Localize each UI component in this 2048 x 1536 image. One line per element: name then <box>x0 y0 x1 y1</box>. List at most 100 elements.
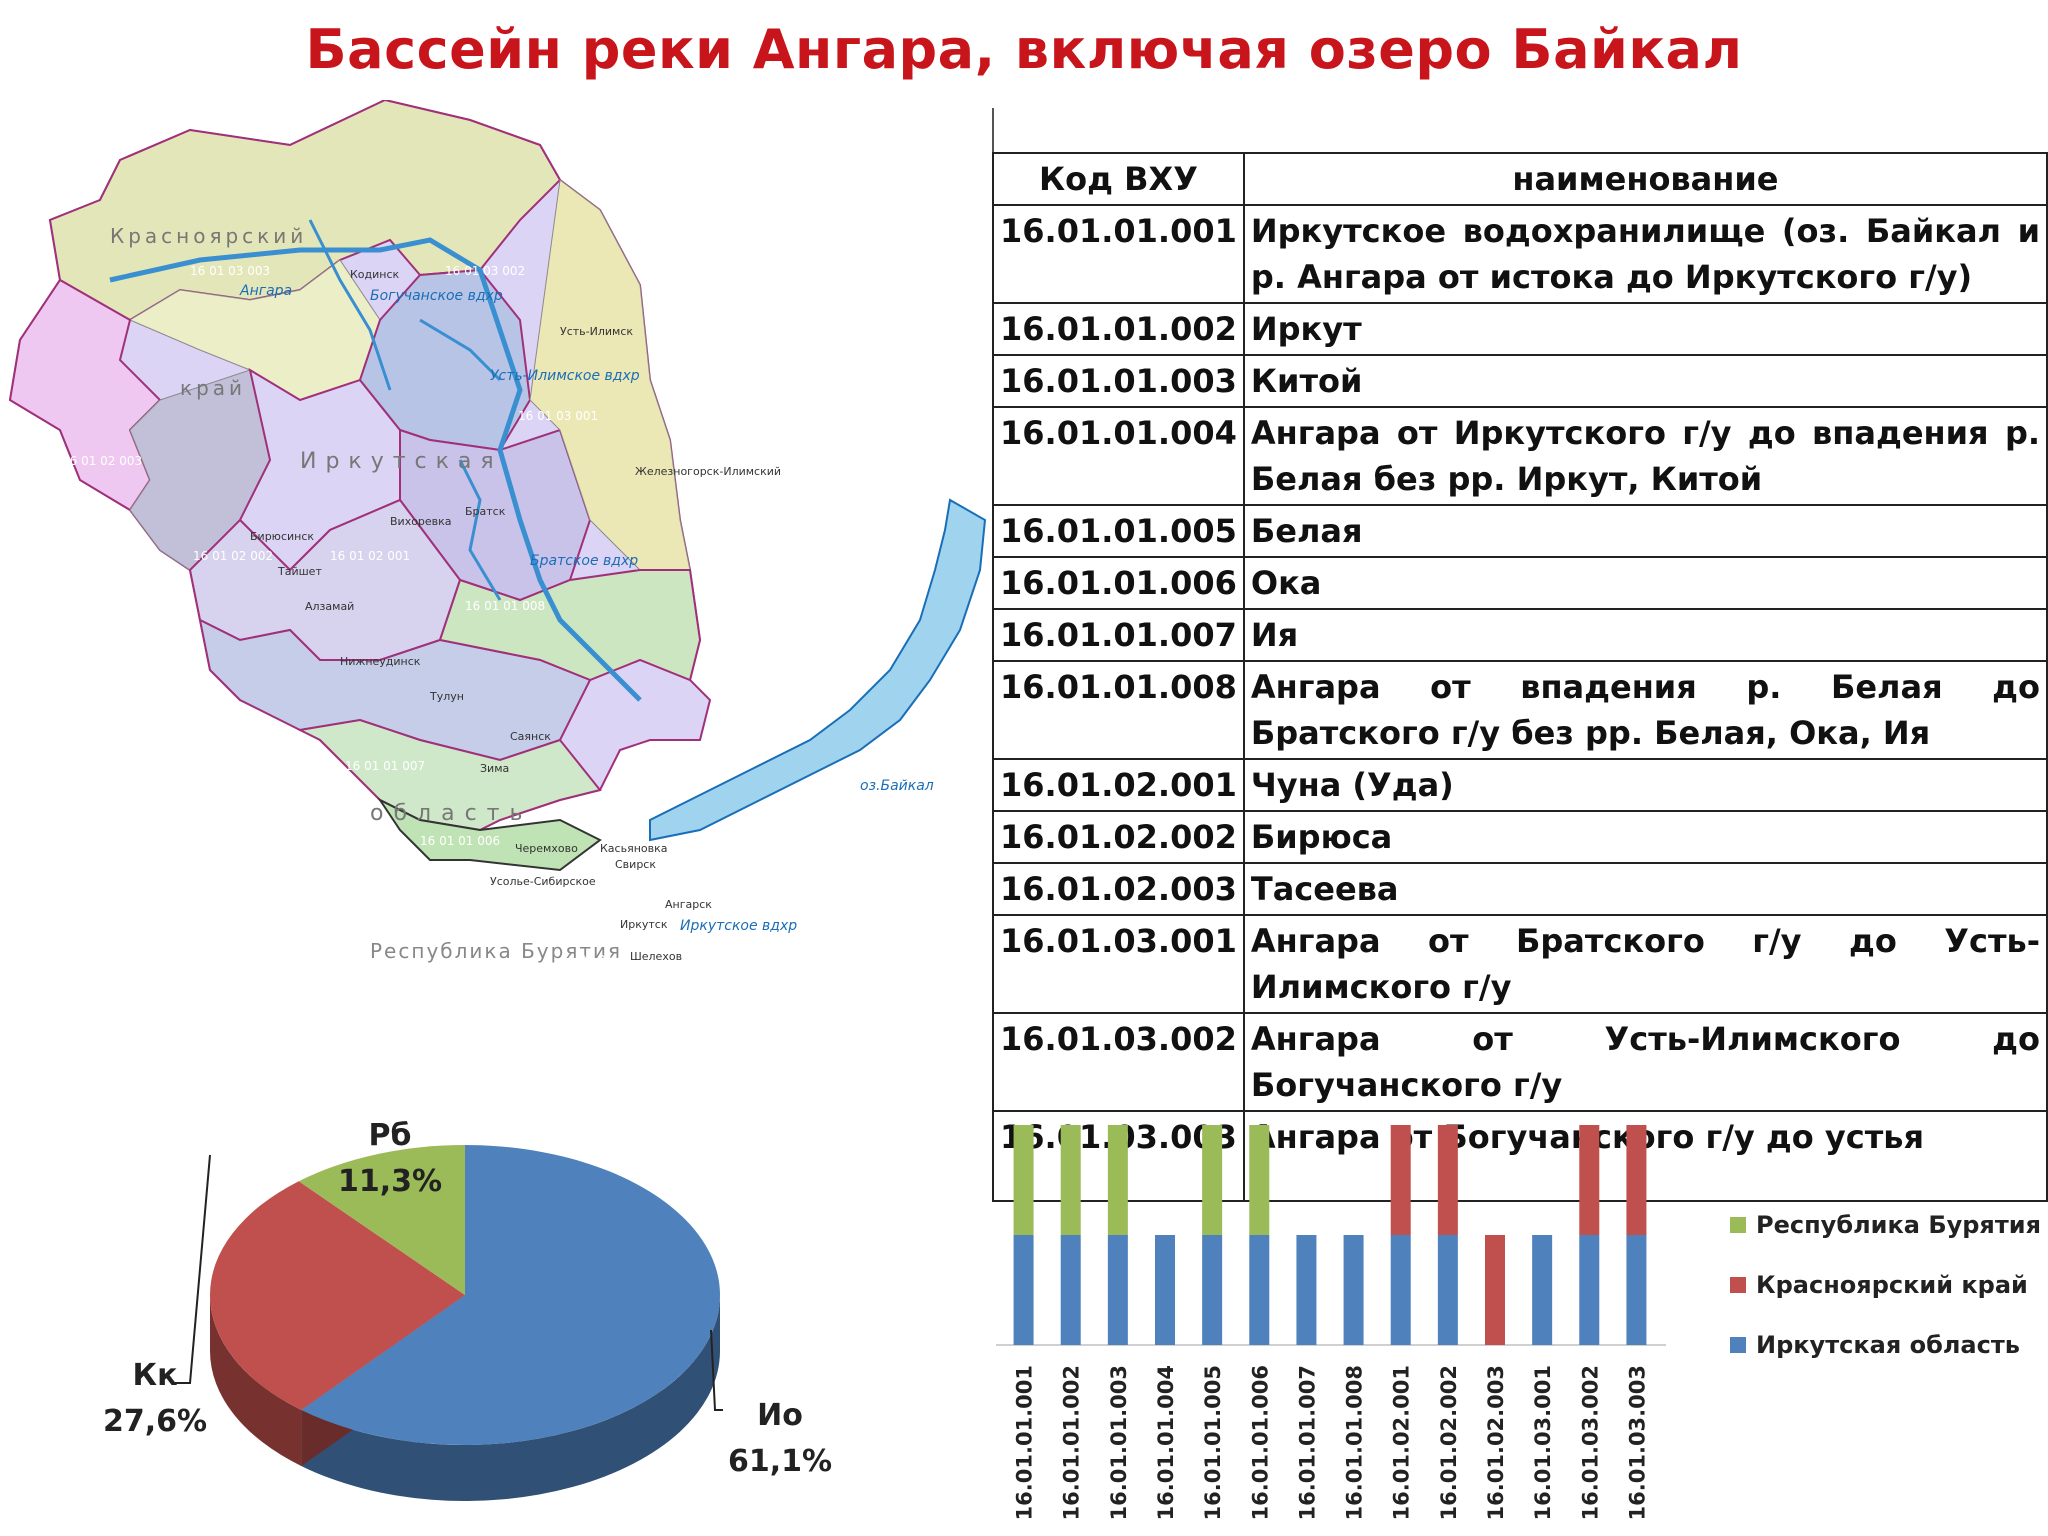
bar-tick-label: 16.01.03.002 <box>1578 1365 1602 1520</box>
table-header-row: Код ВХУ наименование <box>992 152 2048 206</box>
map-code-label: 16 01 02 003 <box>62 454 142 468</box>
bar-segment <box>1390 1235 1411 1345</box>
pie-slice-0 <box>301 1145 720 1445</box>
page-title: Бассейн реки Ангара, включая озеро Байка… <box>305 18 1743 81</box>
legend-swatch <box>1730 1277 1746 1293</box>
map-water-label: Усть-Илимское вдхр <box>490 368 640 384</box>
basin-map: Красноярский край Иркутская область Респ… <box>8 100 987 999</box>
map-code-label: 16 01 01 001 <box>715 961 795 975</box>
map-city: Тулун <box>429 690 464 703</box>
map-water-label: Иркутское вдхр <box>680 918 797 934</box>
table-row: 16.01.03.001 Ангара от Братского г/у до У… <box>992 914 2048 1014</box>
pie-value-0: 61,1% <box>728 1444 832 1479</box>
map-code-label: 16 01 01 003 <box>560 953 640 967</box>
cell-code: 16.01.01.003 <box>992 354 1245 408</box>
cell-name: Бирюса <box>1242 810 2048 864</box>
map-water-label: Братское вдхр <box>530 553 638 569</box>
map-code-labels: 16 01 03 003 16 01 03 002 16 01 03 001 1… <box>62 264 795 999</box>
bar-segment <box>1485 1235 1505 1345</box>
table-row: 16.01.02.001 Чуна (Уда) <box>992 758 2048 812</box>
cell-code: 16.01.01.006 <box>992 556 1245 610</box>
map-code-label: 16 01 03 002 <box>445 264 525 278</box>
bar-segment <box>1579 1125 1600 1235</box>
map-water-label: Ангара <box>239 283 292 299</box>
bar-segment <box>1107 1125 1128 1235</box>
bar-tick-label: 16.01.01.001 <box>1013 1365 1037 1520</box>
tributary-1 <box>308 219 392 391</box>
legend-swatch <box>1730 1337 1746 1353</box>
bar-tick-label: 16.01.03.001 <box>1531 1365 1555 1520</box>
table-row: 16.01.01.003 Китой <box>992 354 2048 408</box>
bar-segment <box>1437 1235 1458 1345</box>
map-code-label: 16 01 01 002 <box>545 985 625 999</box>
bar-tick-label: 16.01.01.002 <box>1060 1365 1084 1520</box>
map-city: Саянск <box>510 730 551 743</box>
map-code-label: 16 01 02 002 <box>193 549 273 563</box>
pie-chart: Ио 61,1% Кк 27,6% Рб 11,3% <box>103 1118 832 1501</box>
map-region-label: Красноярский <box>110 224 307 248</box>
table-body: 16.01.01.001 Иркутское водохранилище (оз.… <box>992 204 2048 1202</box>
bar-tick-label: 16.01.01.005 <box>1201 1365 1225 1520</box>
map-city: Усть-Илимск <box>560 325 633 338</box>
map-code-label: 16 01 01 005 <box>497 891 577 905</box>
pie-value-2: 11,3% <box>338 1164 442 1199</box>
cell-name: Ангара от Усть-Илимского до Богучанского… <box>1242 1012 2048 1112</box>
bar-segment <box>1626 1235 1647 1345</box>
map-city: Зима <box>480 762 509 775</box>
pie-slice-1 <box>210 1181 465 1410</box>
map-region-label: Республика Бурятия <box>370 939 622 963</box>
south-area-c <box>198 618 592 762</box>
header-name: наименование <box>1242 152 2048 206</box>
map-region-label: область <box>370 801 532 826</box>
map-city: Ангарск <box>665 898 712 911</box>
stacked-bar-chart: 16.01.01.001 16.01.01.002 16.01.01.003 16.0… <box>996 1125 2041 1520</box>
cell-name: Ия <box>1242 608 2048 662</box>
cell-name: Белая <box>1242 504 2048 558</box>
map-city: Шелехов <box>630 950 682 963</box>
bar-segment <box>1155 1235 1175 1345</box>
cell-code: 16.01.01.008 <box>992 660 1245 760</box>
bar-tick-label: 16.01.01.004 <box>1154 1365 1178 1520</box>
cell-code: 16.01.01.001 <box>992 204 1245 304</box>
cell-code: 16.01.01.007 <box>992 608 1245 662</box>
map-code-label: 16 01 03 003 <box>190 264 270 278</box>
bar-tick-label: 16.01.01.006 <box>1248 1365 1272 1520</box>
bar-tick-label: 16.01.02.003 <box>1484 1365 1508 1520</box>
pie-leader-1 <box>175 1154 211 1384</box>
legend-swatch <box>1730 1217 1746 1233</box>
cell-code: 16.01.02.003 <box>992 862 1245 916</box>
buryatia-area <box>377 797 602 872</box>
bar-segment <box>1296 1235 1317 1345</box>
table-row: 16.01.01.007 Ия <box>992 608 2048 662</box>
vhu-table: Код ВХУ наименование 16.01.01.001 Иркутск… <box>992 152 2048 1202</box>
bar-segment <box>1107 1235 1128 1345</box>
south-area-d <box>296 718 602 832</box>
map-region-label: Иркутская <box>300 449 503 474</box>
bar-segment <box>1390 1125 1411 1235</box>
bar-segment <box>1013 1235 1034 1345</box>
cell-name: Ангара от Иркутского г/у до впадения р. … <box>1242 406 2048 506</box>
bar-segment <box>1202 1125 1223 1235</box>
pie-side-0 <box>301 1295 720 1501</box>
pie-label-1: Кк <box>133 1358 178 1393</box>
table-row: 16.01.01.006 Ока <box>992 556 2048 610</box>
map-city: Железногорск-Илимский <box>635 465 781 478</box>
map-city: Нижнеудинск <box>340 655 421 668</box>
table-row: 16.01.02.003 Тасеева <box>992 862 2048 916</box>
map-city: Усолье-Сибирское <box>490 875 596 888</box>
cell-name: Китой <box>1242 354 2048 408</box>
bar-tick-label: 16.01.03.003 <box>1625 1365 1649 1520</box>
bar-segment <box>1579 1235 1600 1345</box>
cell-code: 16.01.01.002 <box>992 302 1245 356</box>
legend-label: Республика Бурятия <box>1756 1211 2041 1239</box>
bar-segment <box>1060 1125 1081 1235</box>
bar-segment <box>1249 1125 1270 1235</box>
map-city: Вихоревка <box>390 515 452 528</box>
map-code-label: 16 01 01 006 <box>420 834 500 848</box>
cell-name: Ангара от впадения р. Белая до Братского… <box>1242 660 2048 760</box>
pie-side-1 <box>210 1295 302 1466</box>
cell-code: 16.01.02.001 <box>992 758 1245 812</box>
map-city: Бирюсинск <box>250 530 314 543</box>
map-water-labels: Ангара Богучанское вдхр Усть-Илимское вд… <box>239 283 934 934</box>
cell-code: 16.01.02.002 <box>992 810 1245 864</box>
